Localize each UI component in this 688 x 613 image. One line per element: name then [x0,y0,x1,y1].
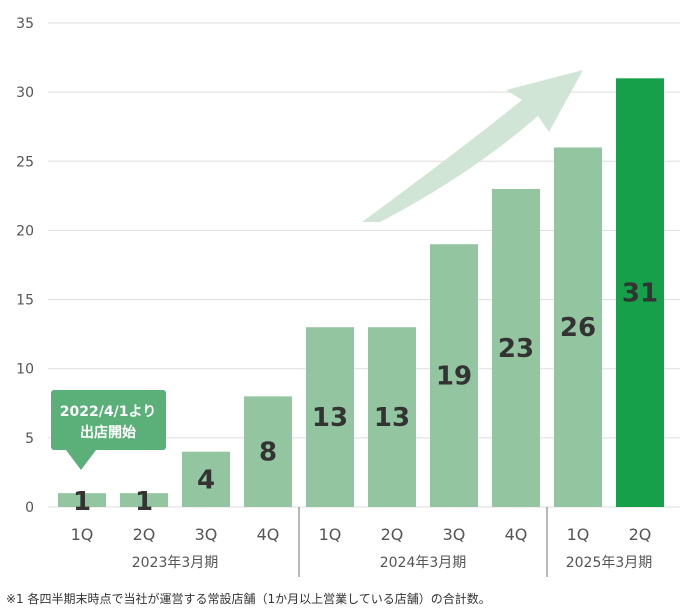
data-label: 19 [436,362,472,392]
data-label: 13 [374,403,410,433]
bar [430,244,478,507]
bar [306,327,354,507]
group-label: 2025年3月期 [566,555,653,571]
x-tick-label: 1Q [319,525,342,544]
x-tick-label: 3Q [195,525,218,544]
x-tick-label: 2Q [133,525,156,544]
bar [244,396,292,507]
group-label: 2023年3月期 [132,555,219,571]
y-tick-label: 30 [16,85,34,101]
x-tick-label: 2Q [629,525,652,544]
bar [368,327,416,507]
bar [616,78,664,508]
bar [58,493,106,507]
callout-box [51,390,166,450]
footnote: ※1 各四半期末時点で当社が運営する常設店舗（1か月以上営業している店舗）の合計… [6,592,491,606]
y-tick-label: 10 [16,362,34,378]
bars: 1 1 4 8 13 13 19 23 26 31 [58,78,664,517]
y-tick-label: 5 [25,431,34,447]
data-label: 8 [259,438,277,468]
x-tick-label: 4Q [257,525,280,544]
callout-line-2: 出店開始 [80,424,136,441]
callout-pointer [66,450,96,470]
y-tick-label: 15 [16,293,34,309]
bar [182,451,230,507]
data-label: 13 [312,403,348,433]
y-tick-label: 20 [16,223,34,239]
x-tick-label: 2Q [381,525,404,544]
trend-arrow-icon [362,70,583,222]
axes: 0 5 10 15 20 25 30 35 1Q 2Q 3Q 4Q 1Q 2Q 3Q 4Q 1Q 2Q 2023年3… [16,16,652,577]
bar [120,493,168,507]
y-tick-label: 25 [16,154,34,170]
data-label: 1 [135,487,153,517]
trend-arrow-shape [362,70,583,222]
bar [492,188,540,507]
data-label: 23 [498,334,534,364]
group-label: 2024年3月期 [380,555,467,571]
data-label: 26 [560,313,596,343]
x-tick-label: 1Q [71,525,94,544]
x-tick-label: 1Q [567,525,590,544]
bar [554,147,602,507]
data-label: 1 [73,487,91,517]
callout-line-1: 2022/4/1より [60,404,156,420]
data-label: 4 [197,465,215,495]
y-tick-label: 0 [25,500,34,516]
x-tick-label: 3Q [443,525,466,544]
x-tick-label: 4Q [505,525,528,544]
data-label: 31 [622,279,658,309]
y-tick-label: 35 [16,16,34,32]
